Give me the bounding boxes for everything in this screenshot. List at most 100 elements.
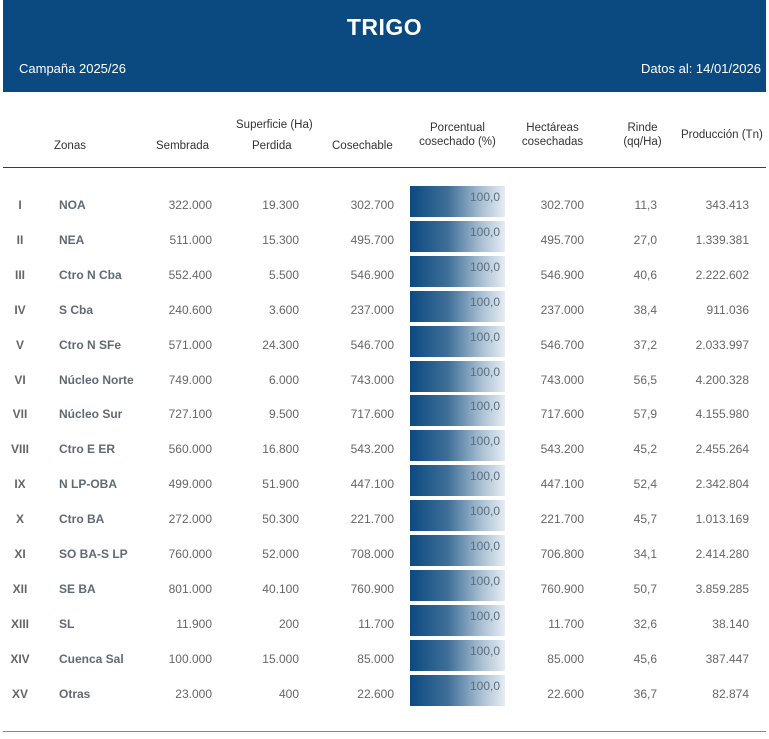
harvest-percent-value: 100,0 bbox=[469, 678, 500, 693]
zone-number: I bbox=[18, 198, 22, 212]
harvest-percent-bar: 100,0 bbox=[410, 255, 505, 287]
column-header-hectareas-line2: cosechadas bbox=[521, 136, 584, 148]
table-row: XII SE BA 801.000 40.100 760.900 100,0 760.900… bbox=[0, 569, 769, 604]
zone-name: Cuenca Sal bbox=[59, 651, 124, 666]
zone-name: Ctro E ER bbox=[59, 442, 116, 457]
produccion-value: 1.339.381 bbox=[695, 232, 749, 247]
rinde-value: 37,2 bbox=[633, 337, 657, 352]
cosechable-value: 546.700 bbox=[350, 337, 394, 352]
harvest-percent-bar: 100,0 bbox=[410, 220, 505, 252]
hectareas-value: 706.800 bbox=[540, 547, 584, 561]
harvest-percent-bar: 100,0 bbox=[410, 186, 505, 217]
hectareas-value: 543.200 bbox=[540, 442, 584, 457]
produccion-value: 4.200.328 bbox=[695, 372, 749, 387]
table-row: VII Núcleo Sur 727.100 9.500 717.600 100,0 717… bbox=[0, 394, 769, 429]
column-header-rinde: Rinde (qq/Ha) bbox=[615, 121, 670, 149]
zone-name: NEA bbox=[59, 232, 85, 247]
zone-number: XV bbox=[11, 686, 28, 701]
harvest-percent-bar: 100,0 bbox=[410, 360, 505, 392]
harvest-percent-value: 100,0 bbox=[469, 399, 500, 414]
harvest-percent-bar: 100,0 bbox=[410, 569, 505, 601]
cosechable-value: 495.700 bbox=[350, 232, 394, 247]
table-row: V Ctro N SFe 571.000 24.300 546.700 100,0 546.… bbox=[0, 325, 769, 360]
produccion-value: 343.413 bbox=[705, 198, 749, 212]
perdida-value: 16.800 bbox=[262, 442, 299, 457]
page-title: TRIGO bbox=[346, 14, 423, 40]
perdida-value: 50.300 bbox=[262, 512, 299, 527]
sembrada-value: 727.100 bbox=[168, 407, 212, 422]
rinde-value: 57,9 bbox=[633, 407, 657, 422]
table-row: IV S Cba 240.600 3.600 237.000 100,0 237.000 38… bbox=[0, 290, 769, 325]
hectareas-value: 743.000 bbox=[540, 372, 584, 387]
zone-name: Núcleo Sur bbox=[59, 407, 123, 422]
harvest-percent-value: 100,0 bbox=[469, 434, 500, 449]
harvest-percent-value: 100,0 bbox=[469, 294, 500, 309]
perdida-value: 5.500 bbox=[268, 267, 299, 282]
header-divider bbox=[3, 167, 766, 168]
cosechable-value: 543.200 bbox=[350, 442, 394, 457]
campaign-label: Campaña 2025/26 bbox=[19, 61, 126, 76]
harvest-percent-value: 100,0 bbox=[469, 224, 500, 239]
perdida-value: 19.300 bbox=[262, 198, 299, 212]
sembrada-value: 560.000 bbox=[168, 442, 212, 457]
harvest-percent-value: 100,0 bbox=[469, 504, 500, 519]
rinde-value: 50,7 bbox=[633, 581, 657, 596]
cosechable-value: 302.700 bbox=[350, 198, 394, 212]
zone-number: XIII bbox=[10, 616, 29, 631]
cosechable-value: 743.000 bbox=[350, 372, 394, 387]
sembrada-value: 749.000 bbox=[168, 372, 212, 387]
hectareas-value: 760.900 bbox=[540, 581, 584, 596]
sembrada-value: 23.000 bbox=[175, 686, 212, 701]
perdida-value: 15.000 bbox=[262, 651, 299, 666]
column-header-cosechable: Cosechable bbox=[332, 140, 393, 152]
zone-name: Núcleo Norte bbox=[59, 372, 134, 387]
perdida-value: 400 bbox=[278, 686, 299, 701]
column-header-zonas: Zonas bbox=[54, 140, 86, 152]
harvest-percent-bar: 100,0 bbox=[410, 290, 505, 322]
perdida-value: 51.900 bbox=[262, 477, 299, 492]
rinde-value: 36,7 bbox=[633, 686, 657, 701]
cosechable-value: 237.000 bbox=[350, 302, 394, 317]
sembrada-value: 499.000 bbox=[168, 477, 212, 492]
rinde-value: 56,5 bbox=[633, 372, 657, 387]
perdida-value: 15.300 bbox=[262, 232, 299, 247]
produccion-value: 38.140 bbox=[712, 616, 749, 631]
column-header-sembrada: Sembrada bbox=[156, 140, 210, 152]
sembrada-value: 322.000 bbox=[168, 198, 212, 212]
hectareas-value: 221.700 bbox=[540, 512, 584, 527]
table-row: VI Núcleo Norte 749.000 6.000 743.000 100,0 74… bbox=[0, 360, 769, 395]
rinde-value: 38,4 bbox=[633, 302, 657, 317]
cosechable-value: 447.100 bbox=[350, 477, 394, 492]
table-row: II NEA 511.000 15.300 495.700 100,0 495.700 27,… bbox=[0, 220, 769, 255]
rinde-value: 27,0 bbox=[633, 232, 657, 247]
zone-number: VI bbox=[14, 372, 26, 387]
zone-number: V bbox=[15, 337, 24, 352]
column-header-perdida: Perdida bbox=[252, 140, 292, 152]
zone-number: XII bbox=[12, 581, 28, 596]
sembrada-value: 511.000 bbox=[169, 232, 213, 247]
zone-number: VIII bbox=[10, 442, 29, 457]
sembrada-value: 100.000 bbox=[168, 651, 212, 666]
harvest-percent-bar: 100,0 bbox=[410, 325, 505, 357]
harvest-percent-value: 100,0 bbox=[469, 469, 500, 484]
column-header-rinde-line1: Rinde bbox=[627, 122, 658, 134]
cosechable-value: 11.700 bbox=[358, 616, 394, 631]
sembrada-value: 760.000 bbox=[168, 547, 212, 561]
produccion-value: 911.036 bbox=[706, 302, 750, 317]
produccion-value: 2.342.804 bbox=[695, 477, 749, 492]
harvest-percent-bar: 100,0 bbox=[410, 430, 505, 462]
sembrada-value: 272.000 bbox=[168, 512, 212, 527]
cosechable-value: 546.900 bbox=[350, 267, 394, 282]
zone-name: Otras bbox=[59, 686, 91, 701]
produccion-value: 2.414.280 bbox=[695, 547, 749, 561]
footer-divider bbox=[3, 731, 766, 732]
zone-number: IX bbox=[14, 477, 26, 492]
zone-name: Ctro N Cba bbox=[59, 267, 122, 282]
hectareas-value: 717.600 bbox=[540, 407, 584, 422]
rinde-value: 45,2 bbox=[633, 442, 657, 457]
hectareas-value: 546.700 bbox=[540, 337, 584, 352]
data-date-label: Datos al: 14/01/2026 bbox=[641, 61, 761, 76]
produccion-value: 4.155.980 bbox=[695, 407, 749, 422]
zone-number: VII bbox=[12, 407, 28, 422]
table-row: IX N LP-OBA 499.000 51.900 447.100 100,0 447.1… bbox=[0, 464, 769, 499]
